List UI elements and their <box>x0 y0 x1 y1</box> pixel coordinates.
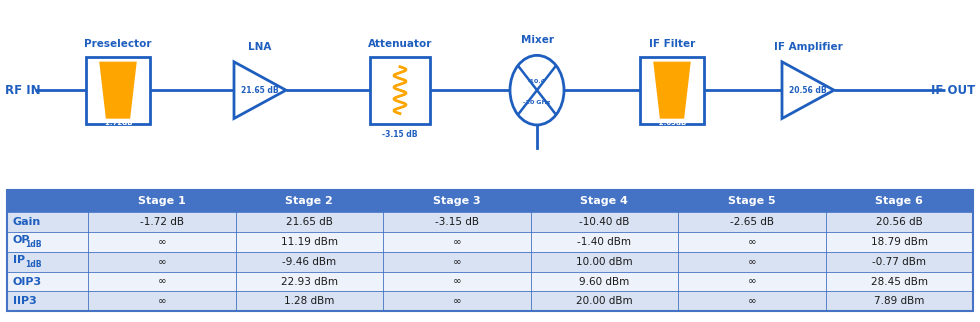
Text: OIP3: OIP3 <box>13 277 42 287</box>
Text: Stage 3: Stage 3 <box>433 196 480 206</box>
Text: ∞: ∞ <box>453 296 462 306</box>
Text: 1.28 dBm: 1.28 dBm <box>284 296 334 306</box>
Text: 11.19 dBm: 11.19 dBm <box>281 237 338 247</box>
Text: 21.65 dB: 21.65 dB <box>286 217 333 227</box>
Text: 1dB: 1dB <box>25 260 42 269</box>
Text: -9.46 dBm: -9.46 dBm <box>282 257 336 267</box>
Text: Stage 1: Stage 1 <box>138 196 185 206</box>
Text: ∞: ∞ <box>453 277 462 287</box>
Text: IIP3: IIP3 <box>13 296 36 306</box>
Text: Stage 6: Stage 6 <box>875 196 923 206</box>
Text: -1.72dB: -1.72dB <box>103 120 133 126</box>
Text: 1dB: 1dB <box>25 240 42 249</box>
Text: -3.15 dB: -3.15 dB <box>435 217 479 227</box>
Text: ∞: ∞ <box>453 257 462 267</box>
Text: -3.15 dB: -3.15 dB <box>382 130 417 139</box>
Bar <box>370 57 430 124</box>
Text: Mixer: Mixer <box>520 35 554 45</box>
Text: 9.60 dBm: 9.60 dBm <box>579 277 629 287</box>
Bar <box>640 57 704 124</box>
Text: ∞: ∞ <box>748 237 757 247</box>
Text: 20.56 dB: 20.56 dB <box>876 217 923 227</box>
Text: 10.00 dBm: 10.00 dBm <box>576 257 633 267</box>
Text: IP: IP <box>13 255 24 265</box>
Text: 18.79 dBm: 18.79 dBm <box>871 237 928 247</box>
Text: -2.65dB: -2.65dB <box>657 120 687 126</box>
Polygon shape <box>655 63 690 118</box>
Text: Attenuator: Attenuator <box>368 39 432 49</box>
Polygon shape <box>234 62 286 118</box>
Bar <box>7 212 973 232</box>
Text: -10.40 dB: -10.40 dB <box>579 217 629 227</box>
Text: -1.40 dBm: -1.40 dBm <box>577 237 631 247</box>
Polygon shape <box>782 62 834 118</box>
Circle shape <box>510 55 564 125</box>
Text: ∞: ∞ <box>748 257 757 267</box>
Text: 28.45 dBm: 28.45 dBm <box>871 277 928 287</box>
Bar <box>7 190 973 212</box>
Text: LNA: LNA <box>248 42 271 52</box>
Text: Stage 4: Stage 4 <box>580 196 628 206</box>
Bar <box>7 271 973 291</box>
Text: RF IN: RF IN <box>5 84 40 97</box>
Text: -0.77 dBm: -0.77 dBm <box>872 257 926 267</box>
Text: IF Amplifier: IF Amplifier <box>773 42 843 52</box>
Text: ∞: ∞ <box>158 237 167 247</box>
Text: 22.93 dBm: 22.93 dBm <box>281 277 338 287</box>
Text: 20.56 dB: 20.56 dB <box>789 86 827 95</box>
Text: -2.65 dB: -2.65 dB <box>730 217 774 227</box>
Text: -1.72 dB: -1.72 dB <box>140 217 184 227</box>
Text: 20.00 dBm: 20.00 dBm <box>576 296 633 306</box>
Text: Stage 2: Stage 2 <box>285 196 333 206</box>
Text: ∞: ∞ <box>158 257 167 267</box>
Text: Preselector: Preselector <box>84 39 152 49</box>
Bar <box>7 291 973 311</box>
Text: ∞: ∞ <box>158 277 167 287</box>
Bar <box>86 57 150 124</box>
Text: IF Filter: IF Filter <box>649 39 695 49</box>
Text: -10.4: -10.4 <box>528 79 546 84</box>
Text: -20 GHz: -20 GHz <box>523 100 551 105</box>
Text: ∞: ∞ <box>748 277 757 287</box>
Text: OP: OP <box>13 235 30 245</box>
Bar <box>7 252 973 271</box>
Text: ∞: ∞ <box>158 296 167 306</box>
Text: IF OUT: IF OUT <box>931 84 975 97</box>
Bar <box>7 232 973 252</box>
Polygon shape <box>100 63 135 118</box>
Text: 21.65 dB: 21.65 dB <box>241 86 279 95</box>
Text: ∞: ∞ <box>453 237 462 247</box>
Text: 7.89 dBm: 7.89 dBm <box>874 296 924 306</box>
Text: Gain: Gain <box>13 217 41 227</box>
Text: ∞: ∞ <box>748 296 757 306</box>
Text: Stage 5: Stage 5 <box>728 196 775 206</box>
